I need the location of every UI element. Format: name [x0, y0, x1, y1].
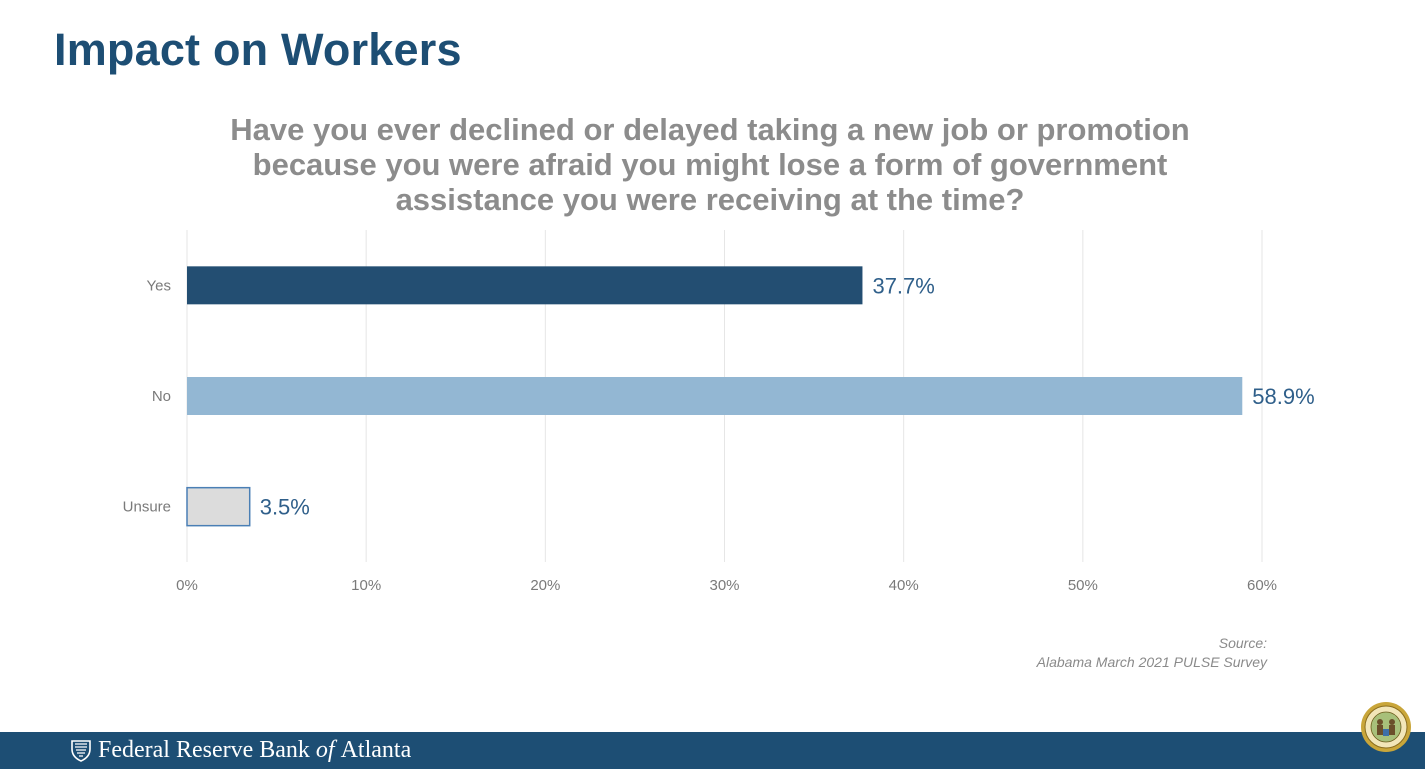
data-label: 37.7%	[872, 273, 934, 298]
x-tick-label: 30%	[709, 577, 739, 594]
x-tick-label: 0%	[176, 577, 198, 594]
bar-yes	[187, 266, 863, 305]
footer-brand: Federal Reserve Bank of Atlanta	[70, 737, 411, 764]
eagle-shield-icon	[71, 739, 91, 762]
bar-unsure	[186, 486, 251, 527]
bar-no	[187, 377, 1243, 415]
x-tick-label: 50%	[1068, 577, 1098, 594]
data-label: 3.5%	[260, 495, 310, 520]
chart-title-line: Have you ever declined or delayed taking…	[230, 112, 1190, 147]
brand-of: of	[315, 737, 335, 763]
x-tick-label: 60%	[1247, 577, 1277, 594]
data-label: 58.9%	[1252, 384, 1314, 409]
state-seal-icon	[1361, 702, 1411, 752]
chart-title: Have you ever declined or delayed taking…	[160, 112, 1260, 217]
category-label: Yes	[147, 277, 171, 294]
labels: 0% 10% 20% 30% 40% 50% 60% Yes 37.7% No 58.9% Unsur…	[123, 273, 1315, 594]
footer-bar	[0, 732, 1425, 769]
x-tick-label: 10%	[351, 577, 381, 594]
bars	[186, 266, 1243, 527]
x-tick-label: 20%	[530, 577, 560, 594]
brand-city: Atlanta	[340, 737, 412, 763]
category-label: No	[152, 388, 171, 405]
x-tick-label: 40%	[889, 577, 919, 594]
chart-title-line: assistance you were receiving at the tim…	[395, 182, 1025, 217]
source-note: Source: Alabama March 2021 PULSE Survey	[1037, 634, 1267, 672]
bar-chart: 0% 10% 20% 30% 40% 50% 60% Yes 37.7% No 58.9% Unsur…	[123, 230, 1315, 594]
source-text: Alabama March 2021 PULSE Survey	[1036, 654, 1267, 670]
chart-title-line: because you were afraid you might lose a…	[252, 147, 1168, 182]
category-label: Unsure	[123, 499, 171, 516]
source-label: Source:	[1218, 635, 1267, 651]
brand-name: Federal Reserve Bank	[98, 737, 310, 763]
slide-title: Impact on Workers	[54, 24, 462, 75]
